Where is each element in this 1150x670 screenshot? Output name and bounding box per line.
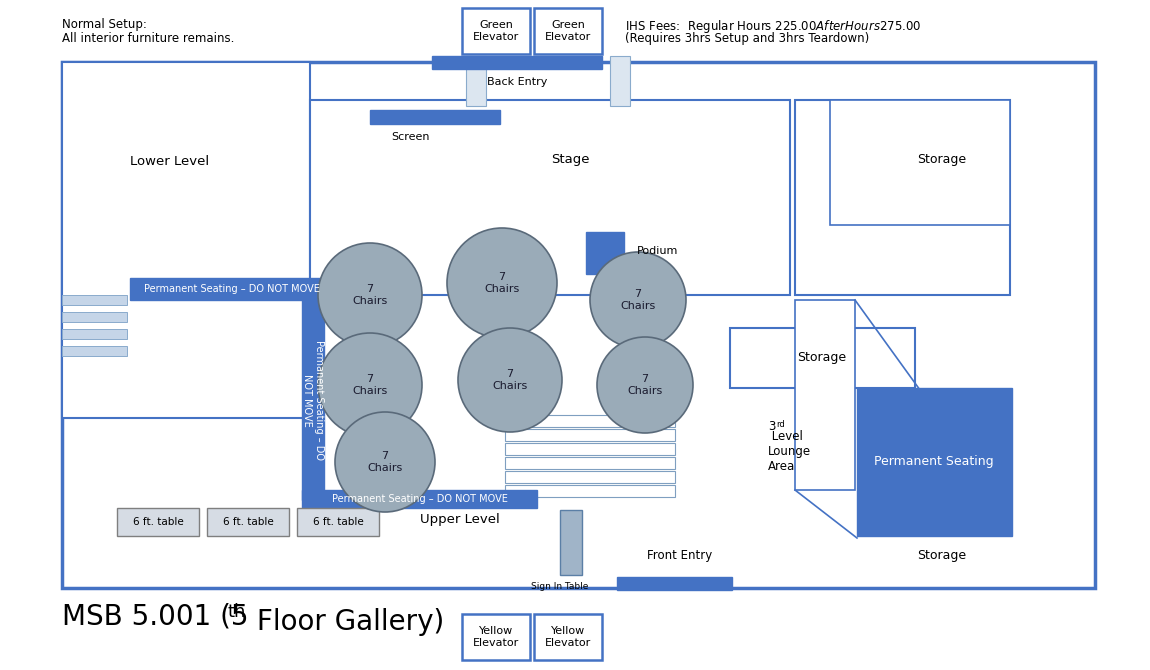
Bar <box>610 56 630 106</box>
Text: rd: rd <box>776 420 784 429</box>
Text: (Requires 3hrs Setup and 3hrs Teardown): (Requires 3hrs Setup and 3hrs Teardown) <box>624 32 869 45</box>
Bar <box>534 614 601 660</box>
Bar <box>505 443 675 455</box>
Text: Sign In Table: Sign In Table <box>531 582 589 591</box>
Bar <box>560 510 582 575</box>
Text: Green
Elevator: Green Elevator <box>545 20 591 42</box>
Bar <box>117 508 199 536</box>
Ellipse shape <box>597 337 693 433</box>
Bar <box>830 100 1010 225</box>
Bar <box>310 100 790 295</box>
Bar <box>534 8 601 54</box>
Bar <box>207 508 289 536</box>
Text: Permanent Seating – DO
NOT MOVE: Permanent Seating – DO NOT MOVE <box>302 340 324 460</box>
Text: 6 ft. table: 6 ft. table <box>132 517 183 527</box>
Text: Permanent Seating – DO NOT MOVE: Permanent Seating – DO NOT MOVE <box>332 494 508 504</box>
Text: th: th <box>228 603 246 621</box>
Text: Yellow
Elevator: Yellow Elevator <box>473 626 519 648</box>
Bar <box>62 62 1095 588</box>
Text: Stage: Stage <box>551 153 589 167</box>
Text: Permanent Seating: Permanent Seating <box>874 456 994 468</box>
Text: MSB 5.001 (5: MSB 5.001 (5 <box>62 603 248 631</box>
Bar <box>505 415 675 427</box>
Text: Storage: Storage <box>918 549 966 561</box>
Bar <box>297 508 380 536</box>
Text: 7
Chairs: 7 Chairs <box>352 284 388 306</box>
Text: 3: 3 <box>768 420 775 433</box>
Bar <box>586 232 624 274</box>
Bar <box>462 8 530 54</box>
Bar <box>370 110 500 124</box>
Text: Front Entry: Front Entry <box>647 549 713 562</box>
Text: Yellow
Elevator: Yellow Elevator <box>545 626 591 648</box>
Text: Upper Level: Upper Level <box>420 513 500 527</box>
Text: 7
Chairs: 7 Chairs <box>492 369 528 391</box>
Ellipse shape <box>447 228 557 338</box>
Bar <box>462 614 530 660</box>
Text: IHS Fees:  Regular Hours $225.00  After Hours $275.00: IHS Fees: Regular Hours $225.00 After Ho… <box>624 18 921 35</box>
Text: 7
Chairs: 7 Chairs <box>628 375 662 396</box>
Bar <box>795 300 854 490</box>
Bar <box>618 577 733 590</box>
Text: Podium: Podium <box>637 246 678 256</box>
Ellipse shape <box>319 243 422 347</box>
Bar <box>62 295 126 305</box>
Text: Green
Elevator: Green Elevator <box>473 20 519 42</box>
Ellipse shape <box>335 412 435 512</box>
Bar <box>62 62 311 418</box>
Bar <box>505 471 675 483</box>
Text: Level
Lounge
Area: Level Lounge Area <box>768 430 811 473</box>
Bar <box>62 329 126 339</box>
Bar <box>130 278 335 300</box>
Text: 6 ft. table: 6 ft. table <box>313 517 363 527</box>
Text: 7
Chairs: 7 Chairs <box>352 375 388 396</box>
Ellipse shape <box>590 252 687 348</box>
Text: 6 ft. table: 6 ft. table <box>223 517 274 527</box>
Text: 7
Chairs: 7 Chairs <box>484 272 520 294</box>
Bar <box>62 346 126 356</box>
Bar <box>505 429 675 441</box>
Bar <box>62 312 126 322</box>
Text: All interior furniture remains.: All interior furniture remains. <box>62 32 235 45</box>
Bar <box>730 328 915 388</box>
Bar <box>795 100 1010 295</box>
Text: 7
Chairs: 7 Chairs <box>620 289 655 311</box>
Text: Storage: Storage <box>797 352 846 364</box>
Text: Normal Setup:: Normal Setup: <box>62 18 147 31</box>
Bar <box>432 56 601 69</box>
Bar <box>466 56 486 106</box>
Bar <box>857 388 1012 536</box>
Bar <box>302 300 324 500</box>
Ellipse shape <box>458 328 562 432</box>
Text: 7
Chairs: 7 Chairs <box>367 451 402 473</box>
Text: Back Entry: Back Entry <box>486 77 547 87</box>
Bar <box>505 485 675 497</box>
Text: Screen: Screen <box>391 132 429 142</box>
Bar <box>302 490 537 508</box>
Ellipse shape <box>319 333 422 437</box>
Text: Permanent Seating – DO NOT MOVE: Permanent Seating – DO NOT MOVE <box>144 284 320 294</box>
Text: Storage: Storage <box>918 153 966 167</box>
Bar <box>505 457 675 469</box>
Text: Lower Level: Lower Level <box>130 155 209 168</box>
Text: Floor Gallery): Floor Gallery) <box>248 608 444 636</box>
